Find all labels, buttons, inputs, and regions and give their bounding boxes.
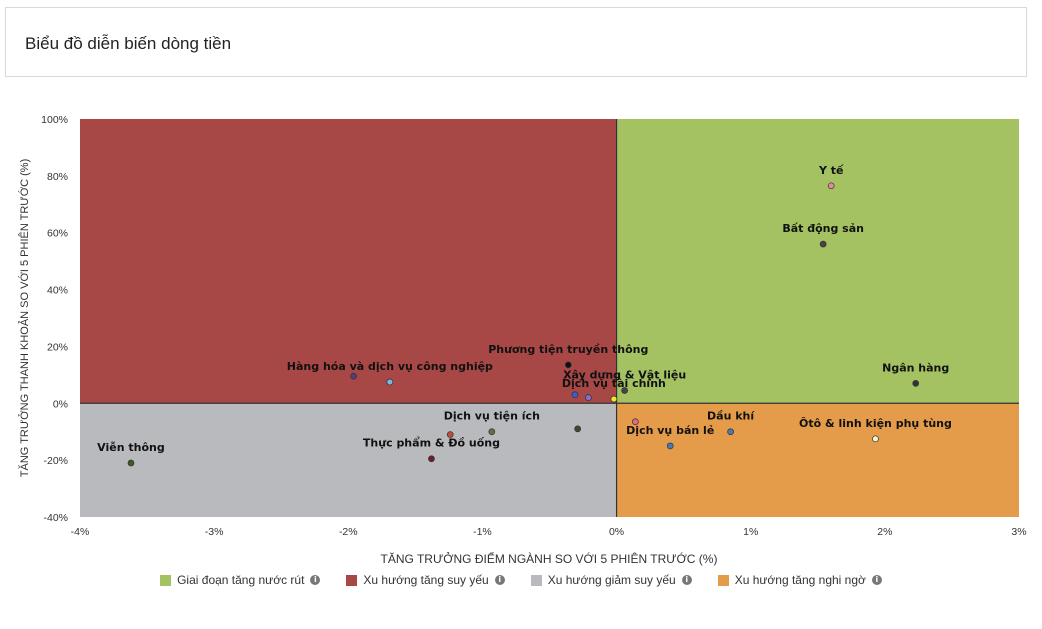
x-tick-label: 1%	[743, 526, 758, 538]
data-point-label: Thực phẩm & Đồ uống	[363, 437, 500, 450]
data-point-label: Y tế	[818, 164, 844, 177]
data-point[interactable]	[446, 431, 454, 438]
y-tick-label: 40%	[47, 285, 68, 297]
chart-title: Biểu đồ diễn biến dòng tiền	[25, 34, 232, 53]
data-point-label: Ngân hàng	[882, 361, 949, 374]
x-axis-label: TĂNG TRƯỞNG ĐIỂM NGÀNH SO VỚI 5 PHIÊN TR…	[381, 551, 718, 566]
x-tick-label: 0%	[609, 526, 624, 538]
legend-swatch	[717, 574, 729, 586]
quadrant-weakening-downtrend	[80, 403, 617, 517]
legend-swatch	[346, 574, 358, 586]
data-point-label: Phương tiện truyền thông	[488, 343, 648, 356]
data-point[interactable]	[585, 394, 592, 401]
y-tick-label: 100%	[41, 114, 68, 126]
legend-label: Xu hướng tăng nghi ngờ	[734, 573, 866, 587]
legend-item[interactable]: Xu hướng tăng suy yếu i	[346, 573, 505, 587]
data-point[interactable]	[350, 372, 358, 380]
quadrant-weakening-uptrend	[80, 119, 617, 404]
legend-label: Giai đoạn tăng nước rút	[177, 573, 305, 587]
x-tick-label: -4%	[71, 526, 90, 538]
data-point[interactable]	[571, 391, 579, 399]
legend-swatch	[160, 574, 172, 586]
data-point[interactable]	[610, 395, 618, 403]
data-point-label: Xây dựng & Vật liệu	[563, 368, 686, 381]
y-tick-label: -20%	[43, 455, 68, 467]
info-icon[interactable]: i	[871, 575, 882, 585]
y-tick-label: 0%	[53, 398, 68, 410]
data-point-label: Dịch vụ tài chính	[562, 377, 666, 390]
quadrant-accelerating	[616, 119, 1019, 404]
data-point[interactable]	[386, 378, 394, 386]
data-point[interactable]	[621, 387, 628, 394]
y-tick-label: 80%	[47, 171, 68, 183]
data-point-label: Dịch vụ tiện ích	[444, 410, 540, 423]
legend-item[interactable]: Xu hướng tăng nghi ngờ i	[717, 573, 882, 587]
data-point-label: Ôtô & linh kiện phụ tùng	[799, 417, 952, 430]
data-point[interactable]	[632, 418, 639, 426]
legend-swatch	[530, 574, 542, 586]
legend-item[interactable]: Xu hướng giảm suy yếu i	[530, 573, 692, 587]
data-point[interactable]	[872, 435, 879, 443]
data-point[interactable]	[819, 240, 827, 248]
data-point[interactable]	[727, 428, 734, 436]
x-tick-label: -2%	[339, 526, 358, 538]
y-tick-label: -40%	[43, 512, 68, 524]
x-tick-label: -1%	[473, 526, 492, 538]
data-point[interactable]	[564, 361, 572, 369]
data-point-label: Dịch vụ bán lẻ	[626, 424, 714, 437]
legend-label: Xu hướng tăng suy yếu	[363, 573, 489, 587]
data-point-label: Hàng hóa và dịch vụ công nghiệp	[287, 360, 493, 373]
y-tick-label: 60%	[47, 228, 68, 240]
data-point[interactable]	[827, 182, 835, 190]
data-point-label: Bất động sản	[782, 222, 864, 235]
money-flow-scatter-chart: -4% -3% -2% -1% 0% 1% 2% 3% 100% 80% 60% 40% 20% 0% -2…	[18, 114, 1027, 566]
info-icon[interactable]: i	[681, 575, 692, 585]
data-point[interactable]	[127, 459, 135, 467]
quadrant-doubtful-uptrend	[616, 403, 1019, 517]
data-point[interactable]	[912, 380, 920, 387]
info-icon[interactable]: i	[494, 575, 505, 585]
x-tick-label: -3%	[205, 526, 224, 538]
info-icon[interactable]: i	[310, 575, 321, 585]
data-point[interactable]	[488, 428, 496, 436]
y-tick-label: 20%	[47, 341, 68, 353]
chart-card-header: Biểu đồ diễn biến dòng tiền	[5, 7, 1027, 77]
y-axis-label: TĂNG TRƯỞNG THANH KHOẢN SO VỚI 5 PHIÊN T…	[18, 159, 31, 477]
data-point-label: Dầu khí	[707, 410, 755, 423]
x-tick-label: 3%	[1011, 526, 1026, 538]
data-point[interactable]	[574, 425, 582, 433]
x-tick-label: 2%	[877, 526, 892, 538]
data-point-label: Viễn thông	[97, 441, 165, 454]
chart-legend: Giai đoạn tăng nước rút i Xu hướng tăng su…	[0, 573, 1042, 587]
legend-item[interactable]: Giai đoạn tăng nước rút i	[160, 573, 321, 587]
legend-label: Xu hướng giảm suy yếu	[547, 573, 676, 587]
data-point[interactable]	[666, 442, 674, 450]
data-point[interactable]	[428, 455, 435, 463]
